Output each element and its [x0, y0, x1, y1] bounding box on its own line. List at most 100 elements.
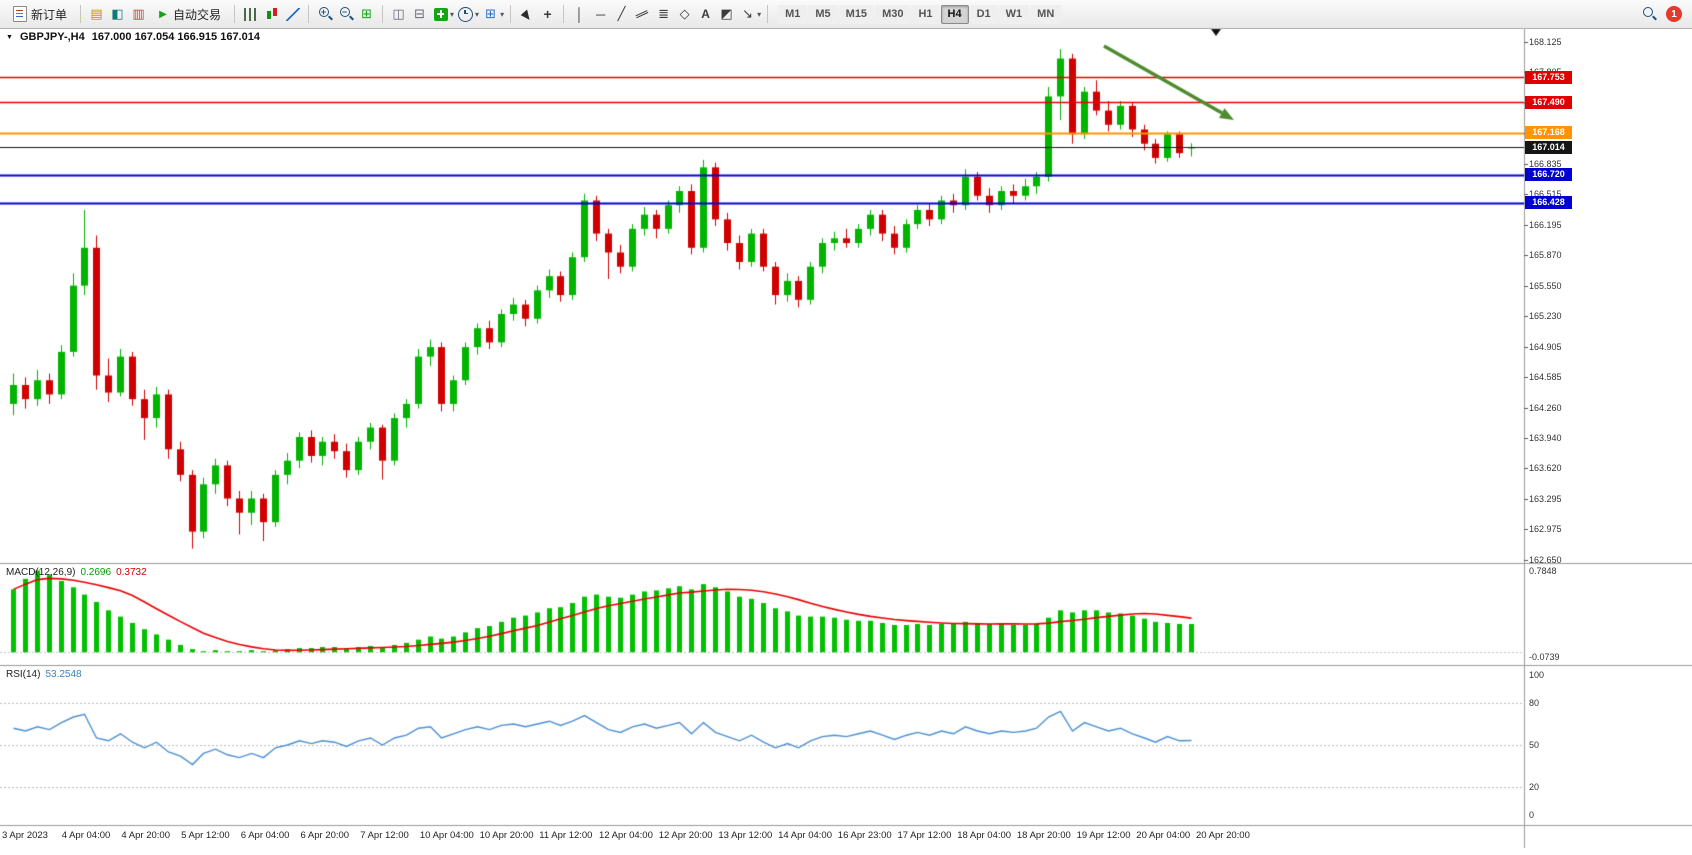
- rsi-level-label: 80: [1529, 698, 1540, 708]
- date-label: 13 Apr 12:00: [718, 830, 773, 841]
- rsi-indicator-label: RSI(14) 53.2548: [6, 669, 82, 680]
- date-label: 12 Apr 04:00: [599, 830, 653, 841]
- date-label: 4 Apr 04:00: [61, 830, 111, 841]
- candlestick-chart-icon[interactable]: [262, 4, 281, 24]
- auto-trading-play-icon: ▶: [159, 8, 167, 20]
- price-level-label[interactable]: 167.490: [1525, 96, 1572, 109]
- cursor-tool-icon[interactable]: [517, 4, 536, 24]
- price-level-label[interactable]: 167.168: [1525, 126, 1572, 139]
- fibonacci-tool-icon[interactable]: ≣: [658, 6, 670, 21]
- indicators-dropdown-caret[interactable]: ▾: [450, 9, 455, 19]
- cascade-windows-icon[interactable]: ◫: [392, 6, 405, 21]
- line-chart-icon[interactable]: [283, 4, 302, 24]
- timeframe-button-m5[interactable]: M5: [808, 4, 838, 24]
- timeframe-button-w1[interactable]: W1: [998, 4, 1030, 24]
- toolbar-separator: [510, 5, 512, 23]
- macd-indicator-label: MACD(12,26,9) 0.2696 0.3732: [6, 567, 147, 578]
- new-order-label: 新订单: [31, 7, 68, 22]
- price-tick-label: 163.940: [1529, 432, 1562, 443]
- price-tick-label: 166.195: [1529, 219, 1562, 230]
- zoom-in-icon[interactable]: +: [315, 4, 334, 24]
- bar-chart-icon[interactable]: [241, 4, 260, 24]
- rsi-value: 53.2548: [45, 669, 82, 680]
- date-label: 20 Apr 04:00: [1136, 830, 1191, 841]
- data-window-icon[interactable]: ◧: [111, 6, 124, 21]
- date-label: 17 Apr 12:00: [897, 830, 952, 841]
- search-icon[interactable]: [1639, 4, 1658, 24]
- timeframe-button-d1[interactable]: D1: [969, 4, 998, 24]
- price-level-label[interactable]: 166.428: [1525, 196, 1572, 209]
- notification-badge[interactable]: 1: [1666, 6, 1682, 22]
- collapse-triangle-icon[interactable]: ▼: [6, 33, 13, 41]
- new-order-button[interactable]: 新订单: [6, 3, 74, 26]
- macd-name: MACD(12,26,9): [6, 567, 76, 578]
- timeframe-button-mn[interactable]: MN: [1030, 4, 1062, 24]
- rsi-name: RSI(14): [6, 669, 41, 680]
- label-tool-icon[interactable]: ◩: [720, 6, 733, 21]
- timeframe-button-h4[interactable]: H4: [940, 4, 969, 24]
- price-tick-label: 166.515: [1529, 189, 1562, 200]
- price-tick-label: 163.620: [1529, 463, 1562, 474]
- chart-symbol-period: GBPJPY-,H4: [19, 31, 85, 43]
- templates-dropdown-caret[interactable]: ▾: [500, 9, 505, 19]
- trendline-tool-icon[interactable]: ╱: [617, 6, 626, 21]
- date-label: 6 Apr 20:00: [300, 830, 350, 841]
- price-tick-label: 165.870: [1529, 250, 1562, 261]
- date-label: 11 Apr 12:00: [539, 830, 593, 841]
- zoom-out-icon[interactable]: −: [336, 4, 355, 24]
- channel-tool-icon[interactable]: ∥: [634, 7, 652, 20]
- price-tick-label: 164.585: [1529, 371, 1562, 382]
- price-tick-label: 168.125: [1529, 37, 1562, 47]
- price-tick-label: 162.650: [1529, 555, 1562, 565]
- toolbar-separator: [382, 5, 384, 23]
- timeframe-button-m1[interactable]: M1: [778, 4, 808, 24]
- toolbar: 新订单 ▤ ◧ ▥ ▶ 自动交易 + − ⊞ ◫ ⊟ ▾ ▾ ⊞ ▾ + │ ─…: [0, 0, 1692, 29]
- price-tick-label: 163.295: [1529, 493, 1562, 504]
- templates-button[interactable]: ⊞: [485, 6, 497, 21]
- timeframe-button-m30[interactable]: M30: [875, 4, 911, 24]
- chart-title: ▼ GBPJPY-,H4 167.000 167.054 166.915 167…: [6, 31, 260, 43]
- minimize-windows-icon[interactable]: ⊟: [414, 6, 425, 21]
- new-order-icon: [13, 6, 27, 22]
- price-level-label[interactable]: 167.014: [1525, 141, 1572, 154]
- navigator-icon[interactable]: ▥: [132, 6, 145, 21]
- date-label: 3 Apr 2023: [2, 830, 48, 841]
- date-label: 4 Apr 20:00: [121, 830, 170, 841]
- periods-dropdown-caret[interactable]: ▾: [475, 9, 480, 19]
- date-label: 20 Apr 20:00: [1196, 830, 1250, 841]
- timeframe-button-h1[interactable]: H1: [911, 4, 940, 24]
- macd-axis-label: 0.7848: [1529, 566, 1557, 576]
- date-label: 12 Apr 20:00: [658, 830, 713, 841]
- periods-button[interactable]: [456, 4, 475, 24]
- price-level-label[interactable]: 167.753: [1525, 71, 1572, 84]
- toolbar-separator: [563, 5, 565, 23]
- crosshair-tool-icon[interactable]: +: [543, 6, 552, 22]
- toolbar-right-group: 1: [1639, 4, 1686, 24]
- vertical-line-tool-icon[interactable]: │: [575, 6, 584, 22]
- market-watch-icon[interactable]: ▤: [90, 6, 103, 21]
- price-tick-label: 165.230: [1529, 310, 1562, 321]
- price-level-label[interactable]: 166.720: [1525, 168, 1572, 181]
- shapes-tool-icon[interactable]: ◇: [679, 6, 690, 21]
- arrows-tool-icon[interactable]: ↘: [742, 6, 754, 21]
- date-label: 18 Apr 20:00: [1016, 830, 1071, 841]
- date-label: 19 Apr 12:00: [1076, 830, 1131, 841]
- indicators-button[interactable]: [431, 4, 450, 24]
- text-tool-icon[interactable]: A: [701, 7, 710, 21]
- price-tick-label: 164.260: [1529, 402, 1562, 413]
- tile-windows-icon[interactable]: ⊞: [361, 6, 372, 21]
- toolbar-separator: [234, 5, 236, 23]
- rsi-level-label: 100: [1529, 670, 1545, 680]
- timeframe-button-m15[interactable]: M15: [838, 4, 875, 24]
- auto-trading-button[interactable]: ▶ 自动交易: [150, 1, 228, 27]
- indicators-icon: [433, 7, 448, 21]
- horizontal-line-tool-icon[interactable]: ─: [595, 6, 606, 22]
- date-label: 16 Apr 23:00: [837, 830, 892, 841]
- arrows-dropdown-caret[interactable]: ▾: [757, 9, 762, 19]
- date-label: 5 Apr 12:00: [181, 830, 230, 841]
- price-tick-label: 165.550: [1529, 280, 1562, 291]
- auto-trading-label: 自动交易: [173, 7, 222, 22]
